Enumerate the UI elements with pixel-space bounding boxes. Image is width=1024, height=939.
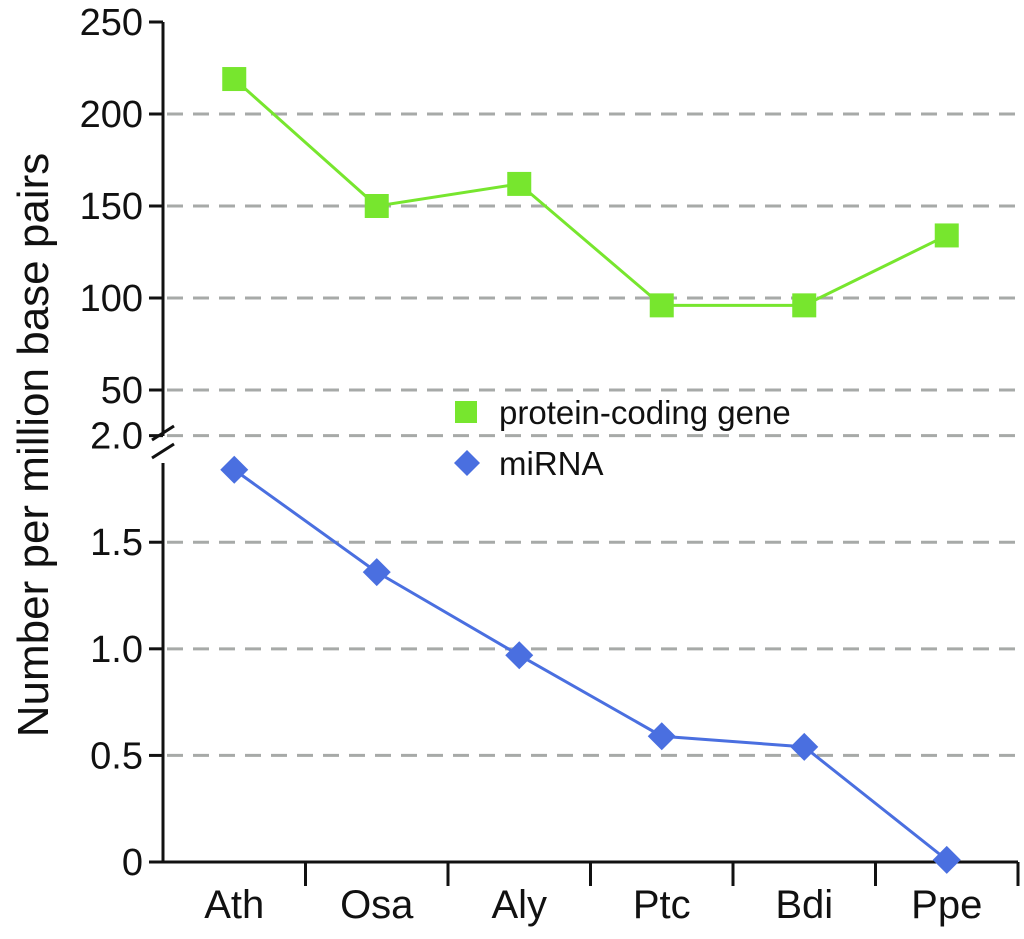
series-lines xyxy=(233,77,948,862)
data-point-square xyxy=(792,293,817,318)
grid-lines xyxy=(167,112,1018,757)
x-tick-label: Bdi xyxy=(775,883,833,927)
legend: protein-coding gene miRNA xyxy=(454,394,791,482)
axes xyxy=(151,22,1018,864)
y-tick-label: 0 xyxy=(122,842,143,884)
y-tick-label: 50 xyxy=(101,370,143,412)
x-tick-label: Osa xyxy=(340,883,414,927)
data-point-diamond xyxy=(647,722,676,751)
data-point-diamond xyxy=(505,641,534,670)
data-point-square xyxy=(222,67,247,92)
data-point-square xyxy=(649,293,674,318)
y-tick-label: 1.5 xyxy=(90,522,143,564)
data-point-square xyxy=(364,194,389,218)
legend-label-mirna: miRNA xyxy=(499,445,604,482)
data-point-diamond xyxy=(362,558,391,587)
data-point-square xyxy=(507,171,532,196)
series-line xyxy=(233,77,948,307)
legend-label-protein-coding-gene: protein-coding gene xyxy=(499,394,791,431)
y-tick-label: 200 xyxy=(80,94,143,136)
x-tick-label: Aly xyxy=(491,883,547,927)
y-tick-label: 0.5 xyxy=(90,735,143,777)
x-tick-label: Ptc xyxy=(633,883,691,927)
legend-swatch-mirna xyxy=(454,450,480,476)
legend-swatch-protein-coding-gene xyxy=(455,401,477,423)
data-point-diamond xyxy=(220,455,249,484)
y-tick-label: 100 xyxy=(80,278,143,320)
data-point-diamond xyxy=(932,845,961,874)
axis-break-mark-1 xyxy=(151,424,175,442)
x-tick-label: Ppe xyxy=(911,883,982,927)
y-tick-label: 1.0 xyxy=(90,629,143,671)
data-point-diamond xyxy=(790,732,819,761)
series-line xyxy=(233,468,948,862)
x-tick-label: Ath xyxy=(204,883,264,927)
axis-break-mark-2 xyxy=(151,442,175,460)
y-tick-label: 2.0 xyxy=(90,416,143,458)
data-point-square xyxy=(934,223,959,248)
y-axis-title: Number per million base pairs xyxy=(9,153,58,737)
tick-layer: 50 100 150 200 250 0 0.5 1.0 1.5 2.0 Ath Osa Aly Ptc B… xyxy=(80,2,1020,927)
series-markers xyxy=(220,67,961,874)
y-tick-label: 250 xyxy=(80,2,143,44)
y-tick-label: 150 xyxy=(80,186,143,228)
